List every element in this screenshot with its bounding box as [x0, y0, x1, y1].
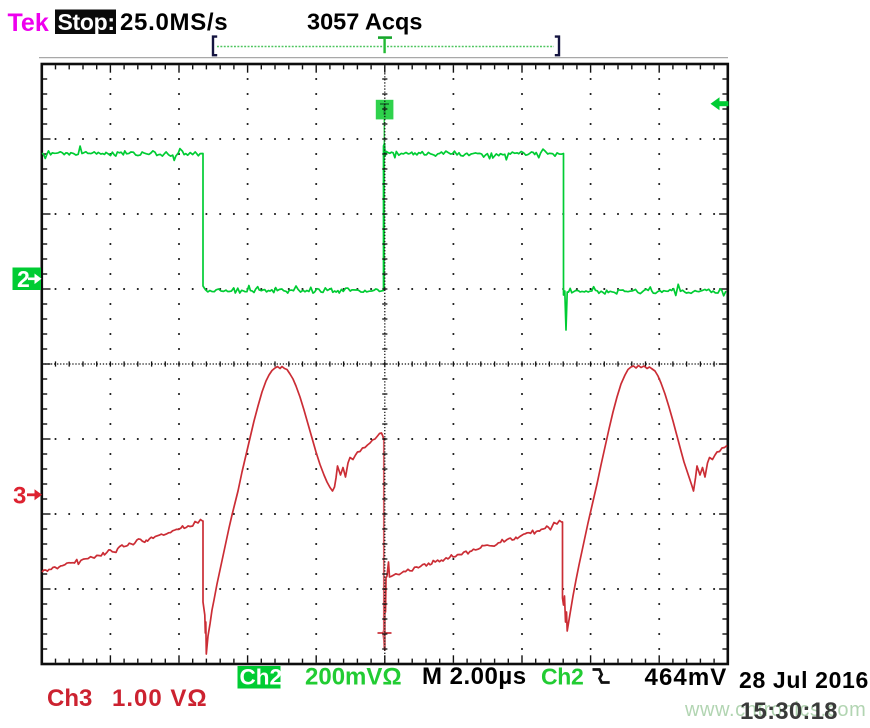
svg-text:3057 Acqs: 3057 Acqs [307, 9, 422, 35]
svg-text:28 Jul 2016: 28 Jul 2016 [739, 667, 869, 693]
svg-text:Tek: Tek [8, 9, 49, 37]
svg-text:Stop:: Stop: [58, 9, 115, 35]
svg-text:M 2.00µs: M 2.00µs [422, 663, 527, 690]
svg-text:www.cntronics.com: www.cntronics.com [684, 699, 866, 721]
svg-text:3: 3 [13, 483, 26, 510]
svg-text:Ch2: Ch2 [240, 665, 283, 690]
svg-text:200mVΩ: 200mVΩ [305, 664, 402, 691]
svg-text:1.00 VΩ: 1.00 VΩ [112, 685, 208, 712]
svg-text:Ch2: Ch2 [541, 664, 584, 690]
svg-text:464mV: 464mV [645, 664, 728, 691]
svg-text:2: 2 [17, 266, 30, 292]
svg-text:Ch3: Ch3 [47, 685, 92, 712]
svg-text:15:30:18: 15:30:18 [740, 698, 838, 725]
svg-text:25.0MS/s: 25.0MS/s [120, 9, 228, 36]
